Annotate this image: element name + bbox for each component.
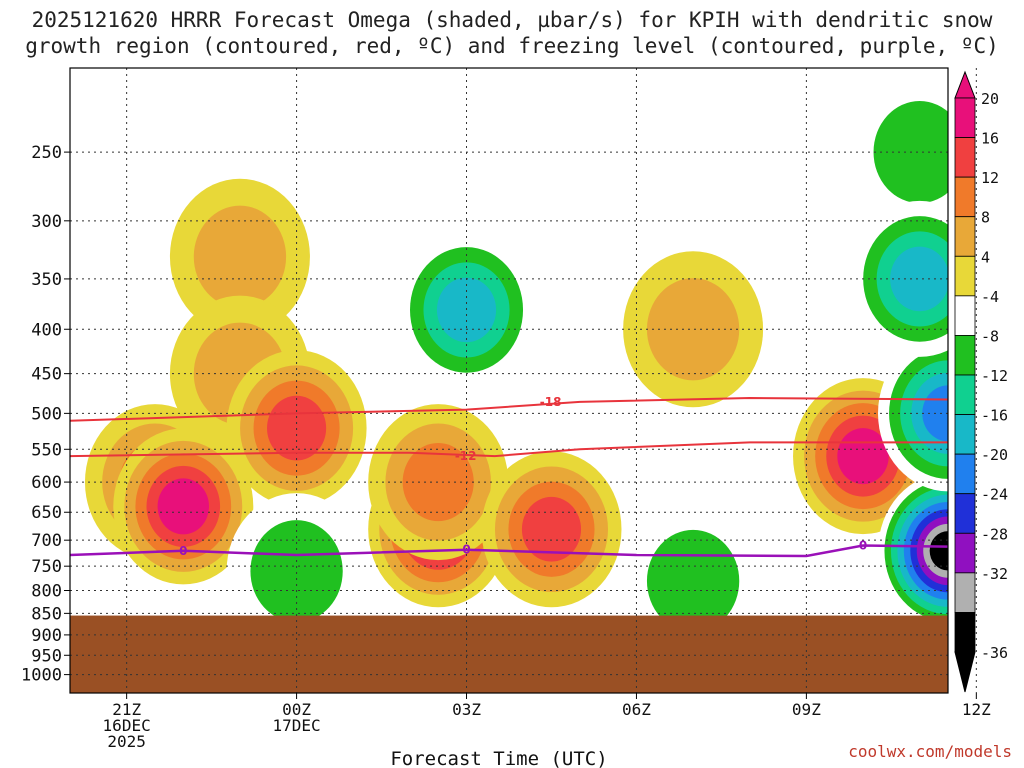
- colorbar-label-3: 8: [981, 209, 990, 227]
- dgz-contour-label-0: -18: [540, 395, 562, 409]
- colorbar-label-6: -8: [981, 327, 999, 345]
- y-tick-label-550: 550: [31, 440, 62, 460]
- terrain-fill: [70, 615, 948, 693]
- omega-cell-10-band-1: [646, 278, 740, 381]
- y-tick-label-800: 800: [31, 582, 62, 602]
- y-tick-label-950: 950: [31, 646, 62, 666]
- colorbar-swatch-10: [954, 493, 976, 534]
- colorbar-label-4: 4: [981, 248, 990, 266]
- x-tick-label-4-0: 09Z: [792, 700, 821, 719]
- x-tick-label-2-0: 03Z: [452, 700, 481, 719]
- y-tick-label-850: 850: [31, 604, 62, 624]
- omega-cell-7-band-2: [402, 442, 474, 522]
- colorbar-swatch-5: [954, 295, 976, 336]
- x-tick-label-1-0: 00Z: [282, 700, 311, 719]
- colorbar-swatch-12: [954, 572, 976, 613]
- colorbar-swatch-0: [954, 97, 976, 138]
- colorbar-bottom-arrow: [954, 651, 976, 693]
- x-tick-label-0-0: 21Z: [112, 700, 141, 719]
- y-tick-label-450: 450: [31, 365, 62, 385]
- y-tick-label-650: 650: [31, 503, 62, 523]
- omega-cell-14-band-8: [929, 531, 948, 571]
- colorbar-label-9: -20: [981, 446, 1008, 464]
- x-tick-label-5-0: 12Z: [962, 700, 991, 719]
- omega-cell-2-band-1: [193, 205, 287, 308]
- colorbar-label-0: 20: [981, 90, 999, 108]
- colorbar-swatch-6: [954, 335, 976, 376]
- colorbar-swatch-3: [954, 216, 976, 257]
- dgz-contour-0: [70, 396, 948, 422]
- y-tick-label-400: 400: [31, 320, 62, 340]
- y-tick-label-350: 350: [31, 270, 62, 290]
- y-tick-label-600: 600: [31, 473, 62, 493]
- chart-title-line-2: growth region (contoured, red, ºC) and f…: [25, 34, 999, 58]
- colorbar-label-5: -4: [981, 288, 999, 306]
- colorbar-top-arrow: [954, 70, 976, 99]
- colorbar-swatch-9: [954, 453, 976, 495]
- omega-cell-9-band-3: [521, 496, 582, 562]
- dgz-contour-label-1: -12: [455, 449, 477, 463]
- y-tick-label-700: 700: [31, 531, 62, 551]
- omega-cell-1-band-4: [157, 478, 210, 535]
- omega-cell-12-band-4: [837, 428, 889, 485]
- colorbar-label-12: -32: [981, 565, 1008, 583]
- x-tick-label-0-1: 16DEC: [103, 716, 151, 735]
- colorbar-swatch-8: [954, 414, 976, 455]
- colorbar-label-2: 12: [981, 169, 999, 187]
- dgz-contour-1: [70, 441, 948, 458]
- y-tick-label-1000: 1000: [21, 666, 62, 686]
- colorbar-swatch-7: [954, 374, 976, 415]
- freezing-level-contour: [70, 544, 948, 558]
- x-tick-label-3-0: 06Z: [622, 700, 651, 719]
- y-tick-label-300: 300: [31, 212, 62, 232]
- y-tick-label-250: 250: [31, 143, 62, 163]
- x-tick-label-1-1: 17DEC: [272, 716, 320, 735]
- colorbar-swatch-13: [954, 612, 976, 653]
- omega-cell-5-band-1: [250, 520, 343, 623]
- colorbar-label-7: -12: [981, 367, 1008, 385]
- colorbar-label-8: -16: [981, 407, 1008, 425]
- colorbar-label-1: 16: [981, 130, 999, 148]
- credit-text: coolwx.com/models: [848, 742, 1012, 761]
- freezing-level-label-0: 0: [179, 544, 187, 558]
- freezing-level-label-2: 0: [859, 539, 867, 553]
- omega-cell-16-band-3: [890, 246, 948, 312]
- colorbar-label-10: -24: [981, 486, 1008, 504]
- y-tick-label-750: 750: [31, 557, 62, 577]
- plot-frame: [69, 67, 949, 694]
- colorbar-swatch-1: [954, 137, 976, 178]
- colorbar-swatch-2: [954, 176, 976, 218]
- colorbar-swatch-11: [954, 532, 976, 574]
- colorbar-swatch-4: [954, 255, 976, 297]
- omega-shading: [84, 74, 948, 659]
- y-tick-label-500: 500: [31, 404, 62, 424]
- x-axis-label: Forecast Time (UTC): [390, 748, 607, 768]
- y-tick-label-900: 900: [31, 626, 62, 646]
- freezing-level-label-1: 0: [462, 543, 470, 557]
- chart-title-line-1: 2025121620 HRRR Forecast Omega (shaded, …: [31, 8, 993, 32]
- x-tick-label-0-2: 2025: [107, 732, 146, 751]
- colorbar-label-11: -28: [981, 525, 1008, 543]
- colorbar-label-13: -36: [981, 644, 1008, 662]
